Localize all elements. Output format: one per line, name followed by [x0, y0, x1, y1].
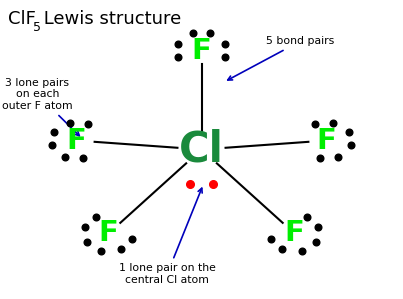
- Text: ClF: ClF: [8, 10, 36, 28]
- Text: F: F: [191, 37, 212, 65]
- Text: Cl: Cl: [179, 129, 224, 170]
- Text: 1 lone pair on the
central Cl atom: 1 lone pair on the central Cl atom: [119, 188, 216, 285]
- Text: F: F: [66, 126, 87, 155]
- Text: F: F: [284, 219, 304, 247]
- Text: 3 lone pairs
on each
outer F atom: 3 lone pairs on each outer F atom: [2, 77, 79, 136]
- Text: 5 bond pairs: 5 bond pairs: [228, 36, 334, 80]
- Text: Lewis structure: Lewis structure: [38, 10, 181, 28]
- Text: 5: 5: [33, 21, 41, 34]
- Text: F: F: [99, 219, 119, 247]
- Text: F: F: [316, 126, 337, 155]
